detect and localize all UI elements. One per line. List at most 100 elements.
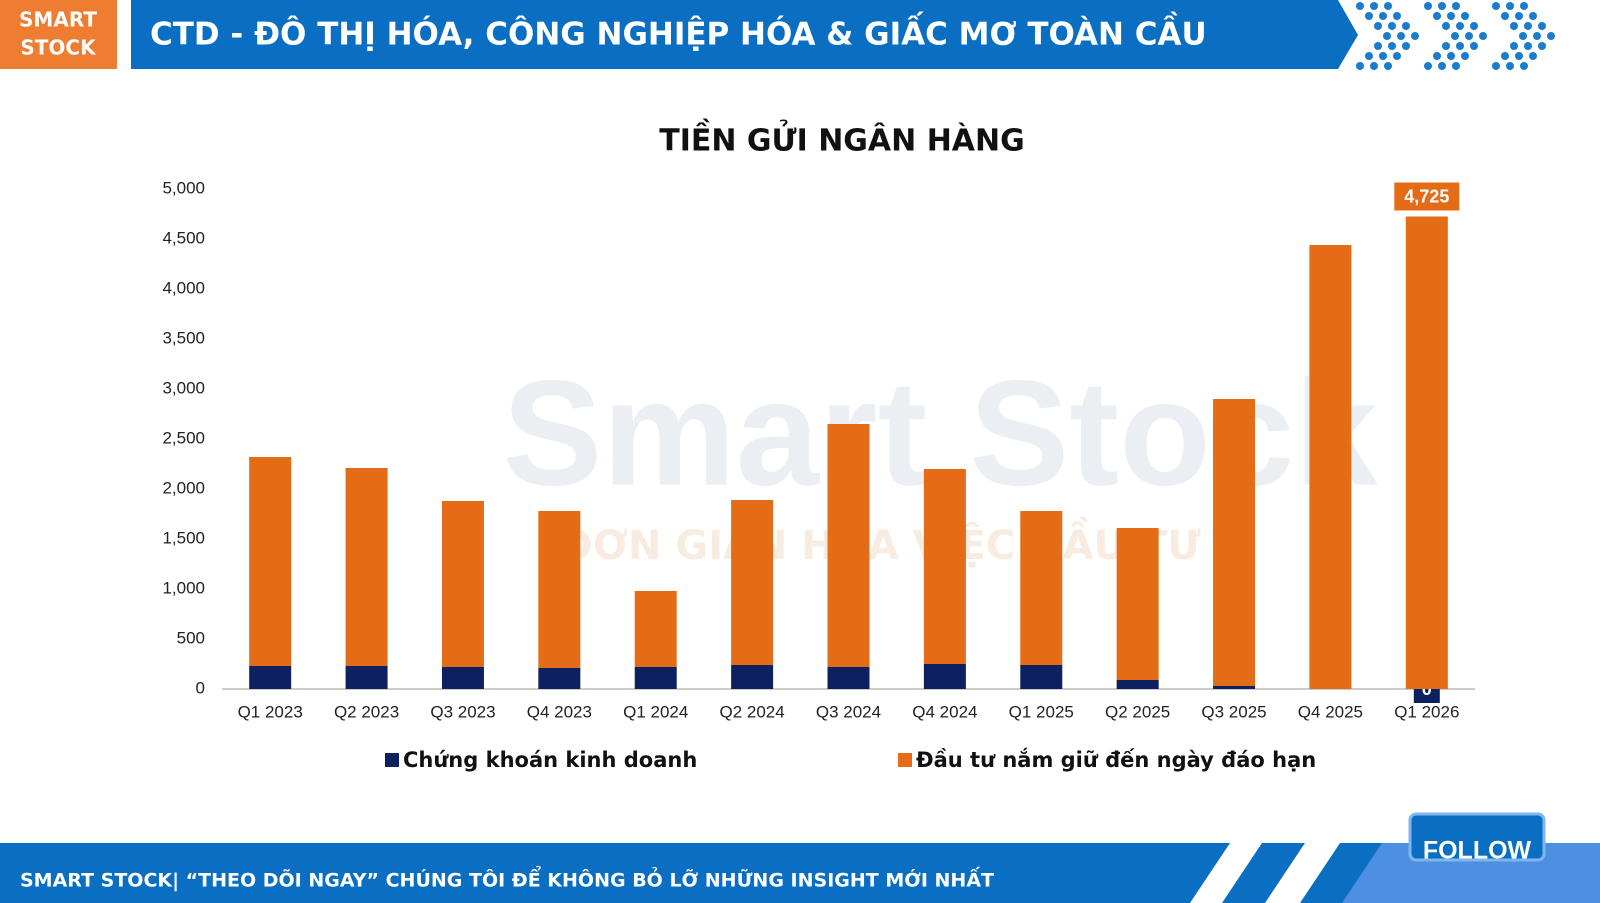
dot xyxy=(1470,42,1478,50)
y-tick-label: 1,000 xyxy=(162,578,205,597)
legend-swatch xyxy=(898,753,912,767)
dot xyxy=(1356,2,1364,10)
dot xyxy=(1424,62,1432,70)
dot xyxy=(1370,62,1378,70)
header-banner xyxy=(131,0,1358,69)
bar-segment xyxy=(827,424,870,667)
x-tick-label: Q1 2023 xyxy=(238,702,303,721)
plot: 0 500 1,000 1,500 2,000 2,500 3,000 3,500 4,000 4… xyxy=(162,178,1475,772)
dot xyxy=(1411,32,1419,40)
dot xyxy=(1492,2,1500,10)
dot xyxy=(1356,62,1364,70)
x-tick-label: Q4 2024 xyxy=(912,702,977,721)
brand-box xyxy=(0,0,117,69)
x-tick-label: Q2 2024 xyxy=(719,702,784,721)
y-tick-label: 500 xyxy=(177,628,205,647)
dot xyxy=(1379,52,1387,60)
dot xyxy=(1447,52,1455,60)
dot xyxy=(1433,12,1441,20)
x-tick-label: Q4 2023 xyxy=(527,702,592,721)
dot xyxy=(1402,22,1410,30)
dot xyxy=(1379,12,1387,20)
dot xyxy=(1533,32,1541,40)
brand-line: SMART xyxy=(19,8,97,32)
legend-label: Chứng khoán kinh doanh xyxy=(403,748,697,772)
dot xyxy=(1451,32,1459,40)
x-tick-label: Q3 2023 xyxy=(430,702,495,721)
dot xyxy=(1374,42,1382,50)
dot xyxy=(1393,12,1401,20)
dot xyxy=(1501,52,1509,60)
dot xyxy=(1384,2,1392,10)
dot xyxy=(1506,62,1514,70)
data-label: 4,725 xyxy=(1404,186,1449,206)
bar-segment xyxy=(1116,680,1159,689)
bar-segment xyxy=(634,667,677,689)
bar-segment xyxy=(1213,399,1256,686)
header-title: CTD - ĐÔ THỊ HÓA, CÔNG NGHIỆP HÓA & GIẤC… xyxy=(150,13,1207,53)
dot xyxy=(1479,32,1487,40)
legend-label: Đầu tư nắm giữ đến ngày đáo hạn xyxy=(916,747,1316,772)
footer-bar xyxy=(0,843,1600,903)
x-tick-label: Q1 2025 xyxy=(1009,702,1074,721)
bar-segment xyxy=(345,666,388,689)
dot xyxy=(1461,52,1469,60)
dot xyxy=(1515,12,1523,20)
bar-segment xyxy=(827,667,870,689)
dot xyxy=(1510,42,1518,50)
dot xyxy=(1492,62,1500,70)
dot xyxy=(1442,42,1450,50)
bar-segment xyxy=(731,500,774,665)
dot xyxy=(1384,62,1392,70)
footer-stripe xyxy=(1265,843,1340,903)
dot-pattern xyxy=(1356,2,1555,70)
x-tick-label: Q2 2025 xyxy=(1105,702,1170,721)
dot xyxy=(1442,22,1450,30)
bar-segment xyxy=(538,668,581,689)
dot xyxy=(1452,62,1460,70)
dot xyxy=(1447,12,1455,20)
bar-segment xyxy=(1213,686,1256,689)
chart-title: TIỀN GỬI NGÂN HÀNG xyxy=(659,119,1025,159)
bar-segment xyxy=(441,667,484,689)
x-tick-label: Q2 2023 xyxy=(334,702,399,721)
dot xyxy=(1452,2,1460,10)
dot xyxy=(1433,52,1441,60)
dot xyxy=(1365,12,1373,20)
dot xyxy=(1461,12,1469,20)
dot xyxy=(1393,52,1401,60)
dot xyxy=(1465,32,1473,40)
brand-line: STOCK xyxy=(20,36,97,60)
dot xyxy=(1538,42,1546,50)
follow-button[interactable] xyxy=(1408,812,1546,862)
dot xyxy=(1402,42,1410,50)
dot xyxy=(1388,42,1396,50)
legend-swatch xyxy=(385,753,399,767)
y-tick-label: 3,500 xyxy=(162,328,205,347)
follow-label[interactable]: FOLLOW xyxy=(1423,837,1532,865)
dot xyxy=(1456,42,1464,50)
dot xyxy=(1538,22,1546,30)
bar-segment xyxy=(731,665,774,689)
y-tick-label: 5,000 xyxy=(162,178,205,197)
dot xyxy=(1456,22,1464,30)
x-tick-label: Q1 2024 xyxy=(623,702,688,721)
bar-segment xyxy=(1116,528,1159,680)
dot xyxy=(1510,22,1518,30)
bar-segment xyxy=(249,666,292,689)
dot xyxy=(1374,22,1382,30)
bar-segment xyxy=(538,511,581,668)
x-tick-label: Q4 2025 xyxy=(1298,702,1363,721)
y-tick-label: 2,500 xyxy=(162,428,205,447)
y-tick-label: 2,000 xyxy=(162,478,205,497)
footer-stripe xyxy=(1190,843,1262,903)
dot xyxy=(1383,32,1391,40)
dot xyxy=(1370,2,1378,10)
bar-segment xyxy=(634,591,677,667)
x-tick-label: Q1 2026 xyxy=(1394,702,1459,721)
footer-text: SMART STOCK| “THEO DÕI NGAY” CHÚNG TÔI Đ… xyxy=(20,866,994,892)
x-tick-label: Q3 2025 xyxy=(1201,702,1266,721)
x-tick-label: Q3 2024 xyxy=(816,702,881,721)
dot xyxy=(1524,22,1532,30)
